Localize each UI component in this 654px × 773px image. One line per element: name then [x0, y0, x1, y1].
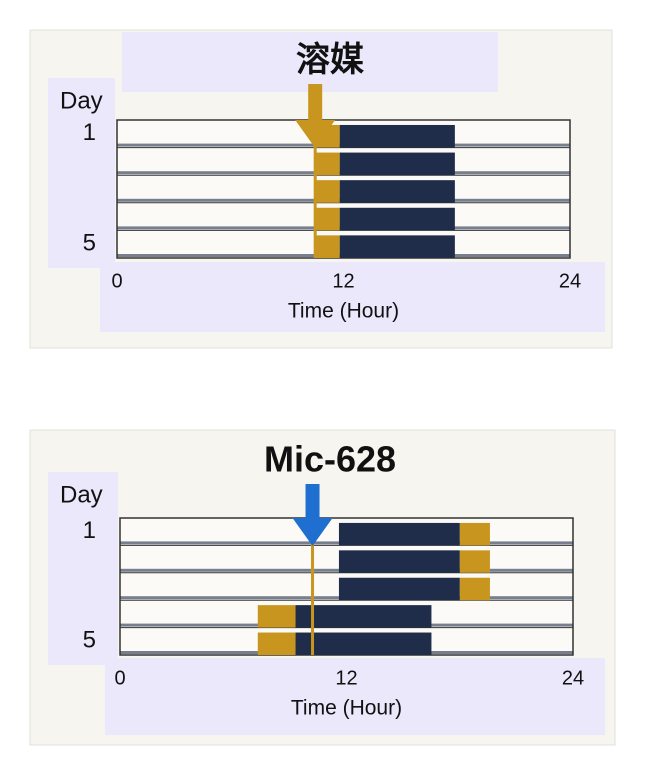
title-background	[122, 32, 498, 92]
y-axis-label: Day	[60, 481, 103, 508]
xlabel-background	[100, 262, 605, 332]
activity-block	[339, 124, 455, 148]
activity-block	[315, 180, 340, 203]
chart-title: Mic-628	[264, 439, 396, 480]
y-tick-label: 5	[83, 627, 96, 654]
activity-block	[459, 522, 490, 546]
xlabel-background	[105, 658, 605, 735]
ylabel-background	[48, 472, 118, 665]
activity-block	[459, 550, 490, 573]
x-axis-label: Time (Hour)	[291, 697, 402, 720]
x-tick-label: 12	[335, 667, 357, 689]
activity-block	[295, 605, 432, 628]
y-tick-label: 5	[83, 230, 96, 257]
activity-block	[315, 235, 340, 258]
x-tick-label: 0	[111, 270, 122, 292]
activity-block	[459, 577, 490, 601]
x-tick-label: 24	[559, 270, 581, 292]
activity-block	[338, 550, 460, 573]
y-tick-label: 1	[83, 517, 96, 544]
activity-block	[339, 235, 455, 258]
x-axis-label: Time (Hour)	[288, 300, 399, 323]
x-tick-label: 12	[332, 270, 354, 292]
y-tick-label: 1	[83, 119, 96, 146]
activity-block	[339, 207, 455, 231]
activity-block	[339, 152, 455, 176]
activity-block	[257, 632, 296, 655]
activity-block	[295, 632, 432, 655]
chart-title: 溶媒	[296, 41, 365, 79]
ylabel-background	[48, 78, 115, 268]
activity-block	[338, 522, 460, 546]
activity-block	[315, 152, 340, 176]
x-tick-label: 0	[114, 667, 125, 689]
activity-block	[315, 207, 340, 231]
treatment-arrow	[292, 484, 333, 546]
activity-block	[339, 180, 455, 203]
activity-block	[338, 577, 460, 601]
x-tick-label: 24	[562, 667, 584, 689]
y-axis-label: Day	[60, 87, 103, 114]
activity-block	[257, 605, 296, 628]
treatment-arrow	[295, 84, 336, 148]
